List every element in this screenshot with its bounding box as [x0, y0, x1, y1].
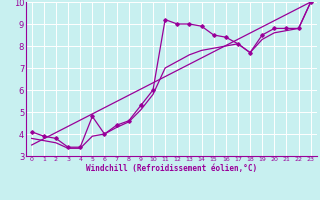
- X-axis label: Windchill (Refroidissement éolien,°C): Windchill (Refroidissement éolien,°C): [86, 164, 257, 173]
